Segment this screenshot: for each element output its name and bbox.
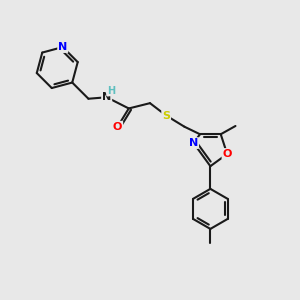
Text: N: N (102, 92, 111, 102)
Text: O: O (223, 149, 232, 159)
Text: O: O (113, 122, 122, 132)
Text: H: H (107, 86, 115, 96)
Text: N: N (189, 138, 198, 148)
Text: N: N (58, 42, 68, 52)
Text: S: S (162, 110, 170, 121)
